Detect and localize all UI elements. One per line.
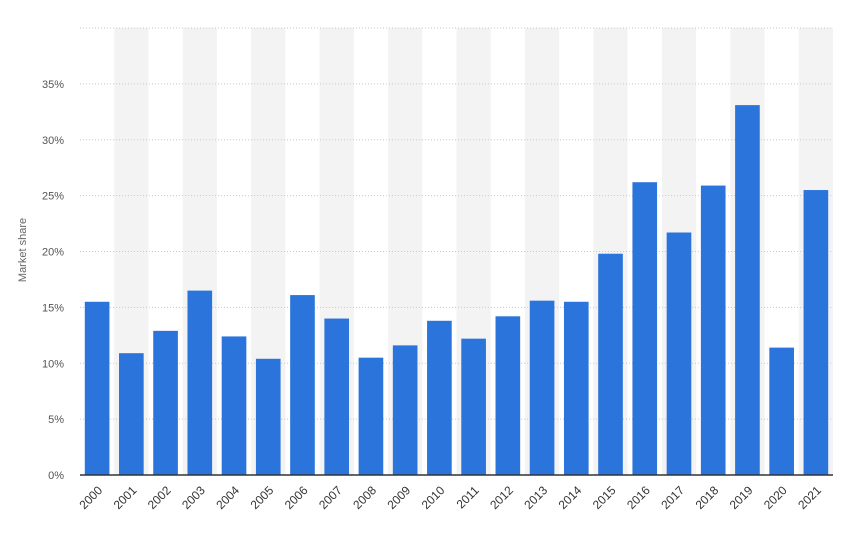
x-tick-label: 2018 [693, 483, 722, 512]
bar-2014[interactable] [563, 301, 589, 475]
x-tick-label: 2011 [454, 483, 482, 511]
y-tick-label: 20% [42, 247, 64, 259]
bar-2016[interactable] [632, 182, 658, 475]
x-tick-label: 2004 [213, 483, 242, 512]
x-tick-label: 2020 [761, 483, 790, 512]
y-tick-label: 10% [42, 358, 64, 370]
bar-2017[interactable] [666, 232, 692, 475]
y-tick-label: 5% [48, 414, 64, 426]
bar-2008[interactable] [358, 357, 384, 475]
x-tick-label: 2007 [316, 483, 345, 512]
y-tick-label: 15% [42, 302, 64, 314]
bar-2010[interactable] [427, 320, 452, 475]
x-tick-label: 2005 [248, 483, 277, 512]
bar-2003[interactable] [187, 290, 213, 475]
bar-2015[interactable] [598, 253, 623, 475]
x-tick-label: 2017 [658, 483, 687, 512]
x-tick-label: 2009 [384, 483, 413, 512]
bar-2004[interactable] [221, 336, 247, 475]
bar-2018[interactable] [700, 185, 726, 475]
x-tick-label: 2010 [419, 483, 448, 512]
bar-2019[interactable] [735, 105, 760, 476]
bar-2000[interactable] [84, 301, 110, 475]
bar-2011[interactable] [461, 338, 486, 475]
bar-2006[interactable] [290, 295, 315, 475]
x-tick-label: 2008 [350, 483, 379, 512]
x-tick-label: 2013 [521, 483, 550, 512]
bar-2005[interactable] [255, 358, 281, 475]
y-axis-label: Market share [17, 218, 29, 282]
x-tick-label: 2015 [590, 483, 619, 512]
x-tick-label: 2016 [624, 483, 653, 512]
x-axis-ticks: 2000 2001 2002 2003 2004 2005 2006 2007 2008 2009… [76, 483, 824, 512]
bar-2007[interactable] [324, 318, 350, 475]
bar-2012[interactable] [495, 316, 521, 475]
x-tick-label: 2019 [727, 483, 756, 512]
x-tick-label: 2021 [795, 483, 824, 512]
y-tick-label: 30% [42, 135, 64, 147]
x-tick-label: 2006 [282, 483, 311, 512]
x-tick-label: 2001 [111, 483, 140, 512]
bar-2020[interactable] [769, 347, 794, 475]
bar-2013[interactable] [529, 300, 555, 475]
y-tick-label: 0% [48, 470, 64, 482]
y-tick-label: 35% [42, 79, 64, 91]
bar-2021[interactable] [803, 190, 829, 475]
x-tick-label: 2014 [556, 483, 585, 512]
x-tick-label: 2003 [179, 483, 208, 512]
bar-2001[interactable] [119, 353, 144, 475]
bar-2009[interactable] [392, 345, 418, 475]
bar-2002[interactable] [153, 330, 178, 475]
y-tick-label: 25% [42, 191, 64, 203]
bars [84, 105, 829, 476]
x-tick-label: 2002 [145, 483, 174, 512]
x-tick-label: 2000 [76, 483, 105, 512]
y-axis-ticks: 0% 5% 10% 15% 20% 25% 30% 35% [42, 79, 64, 482]
x-tick-label: 2012 [487, 483, 516, 512]
